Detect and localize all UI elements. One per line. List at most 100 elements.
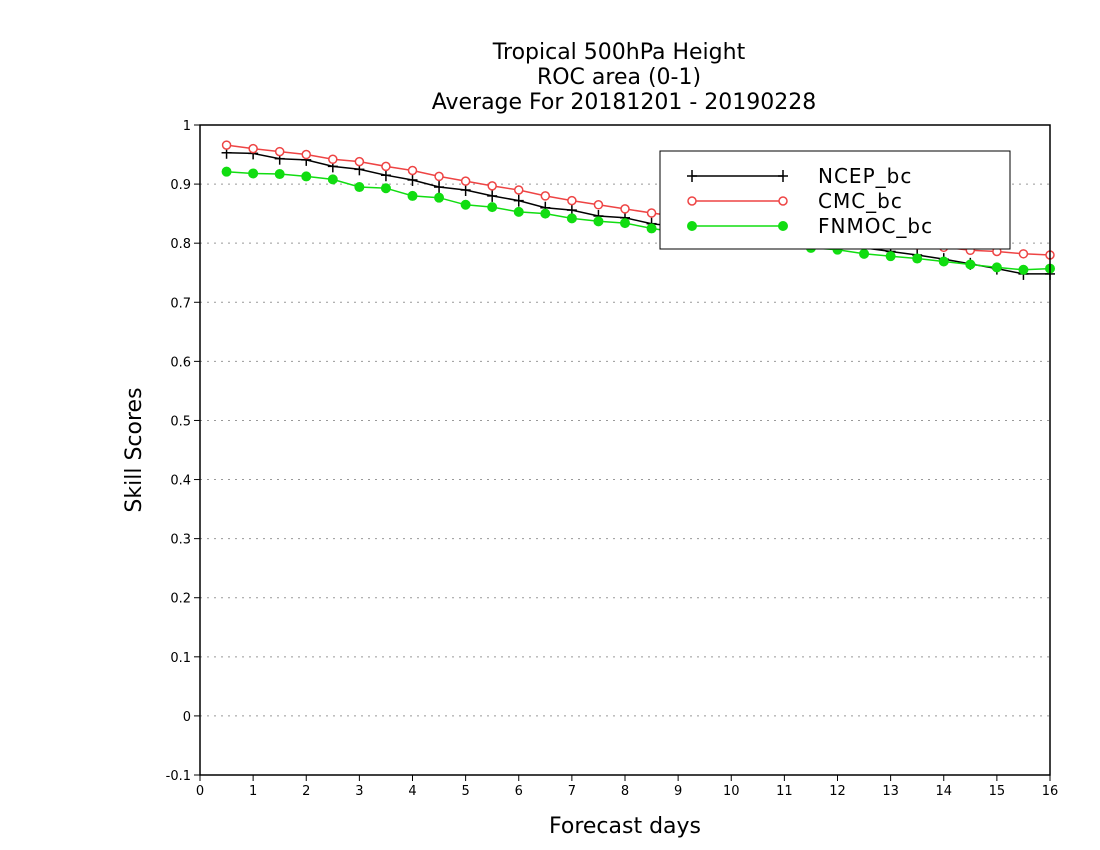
legend-item-ncep-bc: NCEP_bc <box>687 164 912 188</box>
data-point-ncep-bc <box>513 194 524 207</box>
data-point-cmc-bc <box>274 146 285 157</box>
legend-marker <box>687 170 697 182</box>
data-point-cmc-bc <box>620 204 630 214</box>
data-point-fnmoc-bc <box>301 171 312 182</box>
y-tick-label: 0.8 <box>170 237 191 252</box>
chart-title: Tropical 500hPa Height ROC area (0-1) Av… <box>432 40 817 115</box>
data-point-cmc-bc <box>354 156 365 167</box>
y-axis-label: Skill Scores <box>122 387 147 512</box>
data-point-fnmoc-bc <box>434 192 445 203</box>
data-point-cmc-bc <box>407 165 418 176</box>
title-line-2: ROC area (0-1) <box>537 65 701 90</box>
data-point-fnmoc-bc <box>407 190 418 201</box>
data-point-fnmoc-bc <box>487 202 498 213</box>
data-point-cmc-bc <box>514 185 524 195</box>
y-tick-label: 0.4 <box>170 474 191 489</box>
title-line-1: Tropical 500hPa Height <box>492 40 746 65</box>
data-point-cmc-bc <box>646 208 657 218</box>
data-point-ncep-bc <box>407 173 418 186</box>
data-point-fnmoc-bc <box>248 168 259 179</box>
data-point-fnmoc-bc <box>354 182 365 193</box>
data-point-cmc-bc <box>221 140 232 150</box>
x-tick-label: 13 <box>882 784 899 799</box>
data-point-cmc-bc <box>460 176 471 186</box>
y-tick-label: 0.1 <box>170 651 191 666</box>
data-point-cmc-bc <box>301 149 311 160</box>
data-point-fnmoc-bc <box>540 208 551 219</box>
legend-marker <box>687 196 697 206</box>
x-tick-label: 5 <box>461 784 469 799</box>
x-tick-label: 0 <box>196 784 204 799</box>
data-point-fnmoc-bc <box>859 248 870 259</box>
legend-box <box>659 150 1011 250</box>
grid-lines <box>200 183 1050 717</box>
y-tick-label: 0.6 <box>170 355 191 370</box>
data-point-fnmoc-bc <box>566 213 577 224</box>
data-point-fnmoc-bc <box>460 199 471 210</box>
legend-label: NCEP_bc <box>818 164 912 188</box>
data-point-fnmoc-bc <box>991 262 1002 273</box>
data-point-fnmoc-bc <box>221 166 232 177</box>
data-point-cmc-bc <box>540 191 551 201</box>
data-point-cmc-bc <box>248 143 258 154</box>
legend-marker <box>778 170 788 182</box>
x-tick-label: 9 <box>674 784 682 799</box>
data-point-ncep-bc <box>487 189 498 202</box>
legend-marker <box>778 196 788 206</box>
data-point-cmc-bc <box>328 154 338 165</box>
data-point-fnmoc-bc <box>513 206 524 217</box>
legend-item-cmc-bc: CMC_bc <box>687 189 903 213</box>
y-tick-label: 0.9 <box>170 178 191 193</box>
data-point-fnmoc-bc <box>912 253 923 264</box>
x-tick-label: 15 <box>989 784 1006 799</box>
data-point-cmc-bc <box>434 171 444 182</box>
legend-marker <box>687 221 697 231</box>
data-point-ncep-bc <box>434 181 445 194</box>
data-point-fnmoc-bc <box>1018 264 1029 275</box>
data-point-ncep-bc <box>460 184 471 196</box>
x-axis-label: Forecast days <box>549 814 701 839</box>
axis-ticks: -0.100.10.20.30.40.50.60.70.80.910 1 2 3 4 5 6… <box>166 119 1059 799</box>
data-point-cmc-bc <box>381 161 391 172</box>
data-point-fnmoc-bc <box>380 183 391 194</box>
y-tick-label: 0.7 <box>170 296 191 311</box>
y-tick-label: -0.1 <box>166 769 191 784</box>
data-point-fnmoc-bc <box>885 251 896 262</box>
x-tick-label: 2 <box>302 784 310 799</box>
legend-label: FNMOC_bc <box>818 214 933 238</box>
x-tick-label: 7 <box>568 784 576 799</box>
y-tick-label: 0.2 <box>170 592 191 607</box>
data-point-fnmoc-bc <box>593 216 604 227</box>
x-tick-label: 12 <box>829 784 846 799</box>
x-tick-label: 1 <box>249 784 257 799</box>
data-point-fnmoc-bc <box>620 218 630 229</box>
x-tick-label: 11 <box>776 784 793 799</box>
x-tick-label: 4 <box>408 784 416 799</box>
data-point-cmc-bc <box>593 200 604 210</box>
x-tick-label: 3 <box>355 784 363 799</box>
legend-label: CMC_bc <box>818 189 903 213</box>
data-point-fnmoc-bc <box>646 223 657 234</box>
x-tick-label: 14 <box>935 784 952 799</box>
y-tick-label: 1 <box>183 119 191 134</box>
data-point-cmc-bc <box>487 181 497 191</box>
x-tick-label: 8 <box>621 784 629 799</box>
x-tick-label: 6 <box>515 784 523 799</box>
y-tick-label: 0 <box>183 710 191 725</box>
title-line-3: Average For 20181201 - 20190228 <box>432 90 817 115</box>
x-tick-label: 16 <box>1042 784 1059 799</box>
legend-item-fnmoc-bc: FNMOC_bc <box>687 214 933 238</box>
data-point-ncep-bc <box>380 169 391 182</box>
data-point-cmc-bc <box>567 195 577 206</box>
y-tick-label: 0.5 <box>170 414 191 429</box>
data-point-fnmoc-bc <box>274 169 285 180</box>
legend-marker <box>778 221 788 231</box>
y-tick-label: 0.3 <box>170 533 191 548</box>
data-point-fnmoc-bc <box>938 256 949 267</box>
data-point-fnmoc-bc <box>327 174 338 185</box>
data-point-cmc-bc <box>1018 249 1029 259</box>
data-point-fnmoc-bc <box>965 259 976 270</box>
x-tick-label: 10 <box>723 784 740 799</box>
